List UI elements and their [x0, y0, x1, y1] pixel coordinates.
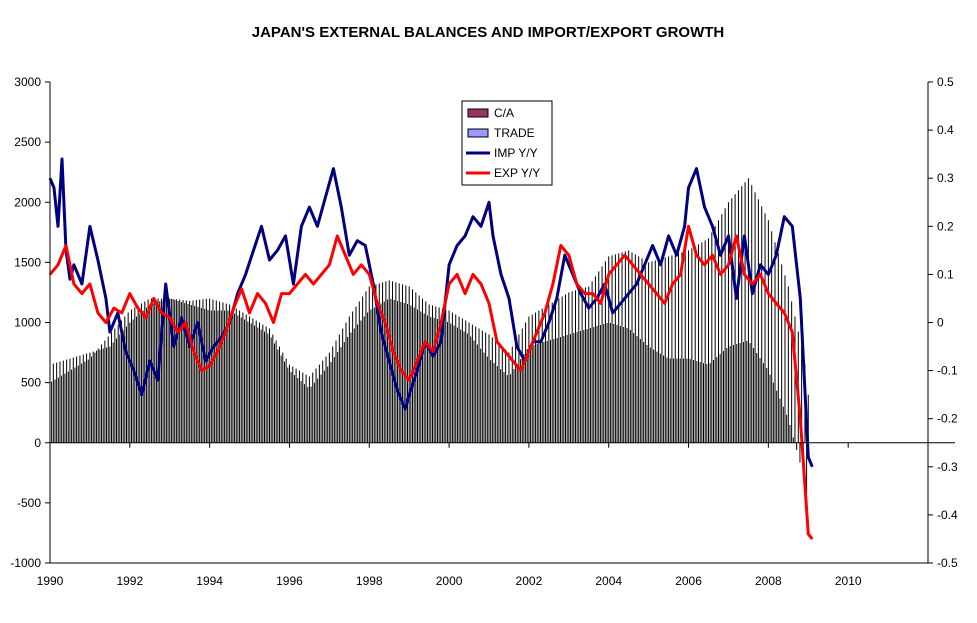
legend-label: C/A [494, 106, 514, 120]
legend-label: IMP Y/Y [494, 146, 538, 160]
y-left-tick-label: -1000 [10, 556, 41, 570]
legend-label: TRADE [494, 126, 535, 140]
x-tick-label: 2002 [516, 574, 543, 588]
line-series-group [48, 157, 814, 540]
legend: C/A TRADE IMP Y/Y EXP Y/Y [461, 100, 553, 186]
x-tick-label: 1992 [116, 574, 143, 588]
y-right-tick-label: 0.1 [937, 267, 954, 281]
x-tick-label: 2010 [835, 574, 862, 588]
x-tick-label: 1996 [276, 574, 303, 588]
series-line-exp-y-y [48, 224, 814, 540]
y-right-tick-label: 0.4 [937, 123, 954, 137]
x-tick-label: 1998 [356, 574, 383, 588]
legend-label: EXP Y/Y [494, 166, 540, 180]
legend-swatch [467, 128, 489, 138]
x-tick-label: 1990 [37, 574, 64, 588]
y-left-tick-label: 2000 [14, 195, 41, 209]
chart-title: JAPAN'S EXTERNAL BALANCES AND IMPORT/EXP… [252, 24, 724, 41]
bar-series-c-a [49, 178, 809, 443]
y-left-tick-label: 500 [21, 376, 41, 390]
y-left-tick-label: 1000 [14, 316, 41, 330]
y-right-tick-label: -0.2 [937, 412, 958, 426]
x-tick-label: 2008 [755, 574, 782, 588]
y-right-tick-label: 0.3 [937, 171, 954, 185]
y-right-tick-label: 0.2 [937, 219, 954, 233]
axes-group: 3000 2500 2000 1500 1000 500 0 -500 -1000 0.5 0.4 0… [10, 75, 958, 588]
x-tick-label: 2006 [675, 574, 702, 588]
x-tick-label: 1994 [196, 574, 223, 588]
y-right-tick-label: 0.5 [937, 75, 954, 89]
legend-swatch [467, 108, 489, 118]
x-tick-label: 2000 [436, 574, 463, 588]
y-right-tick-label: -0.4 [937, 508, 958, 522]
bar-series-trade [51, 298, 808, 493]
y-left-tick-label: -500 [17, 496, 41, 510]
y-left-tick-label: 3000 [14, 75, 41, 89]
bar-series-group [49, 178, 809, 493]
x-tick-label: 2004 [595, 574, 622, 588]
series-line-imp-y-y [48, 157, 814, 468]
y-left-tick-label: 1500 [14, 255, 41, 269]
y-left-tick-label: 0 [34, 436, 41, 450]
y-right-tick-label: -0.1 [937, 364, 958, 378]
y-left-tick-label: 2500 [14, 135, 41, 149]
y-right-tick-label: -0.5 [937, 556, 958, 570]
y-right-tick-label: 0 [937, 316, 944, 330]
y-right-tick-label: -0.3 [937, 460, 958, 474]
